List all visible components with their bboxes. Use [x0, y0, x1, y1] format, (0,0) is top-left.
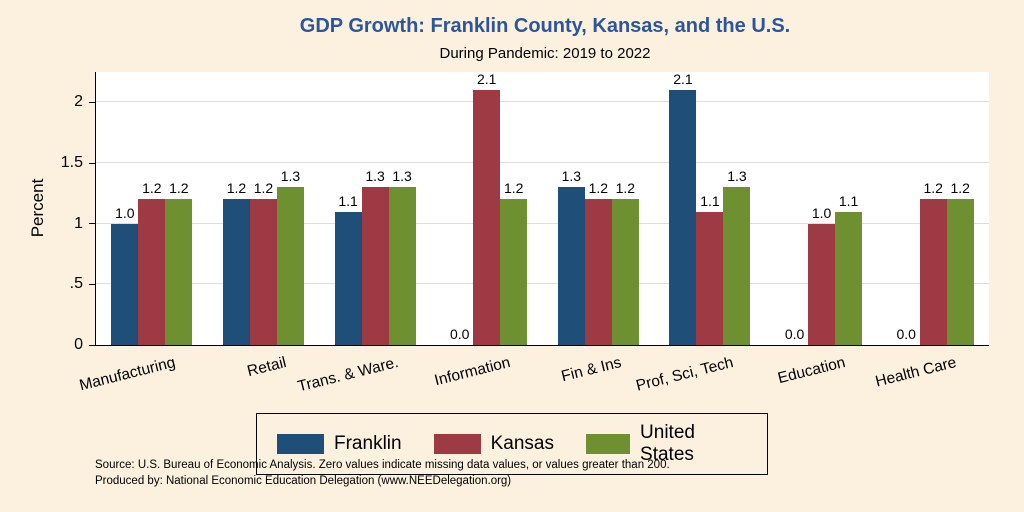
x-axis-label: Prof, Sci, Tech: [634, 354, 736, 395]
legend-label: United States: [640, 422, 695, 465]
bar-united-states: 1.2: [500, 180, 528, 345]
legend-swatch-franklin: [277, 434, 324, 454]
y-axis-tick-label: 0: [74, 336, 83, 353]
plot-area: 0 .5 1 1.5 2 1.0 1.2 1.2 1.2 1.2 1.3 1.1 1.3 1.3 0.0 2.…: [61, 71, 989, 353]
bar-value-label: 1.2: [503, 180, 524, 197]
bar-group-education: 0.0 1.0 1.1: [766, 193, 878, 345]
legend-swatch-united-states: [585, 434, 631, 454]
gridline: [96, 162, 989, 163]
bar-value-label: 1.1: [700, 192, 720, 209]
bar-franklin: 1.3: [557, 168, 585, 345]
x-axis-label: Health Care: [873, 354, 959, 391]
bar-group-fin-ins: 1.3 1.2 1.2: [543, 168, 655, 345]
bar-united-states: 1.3: [276, 168, 304, 345]
bar-group-prof-sci-tech: 2.1 1.1 1.3: [654, 71, 766, 345]
bar-value-label: 0.0: [449, 326, 470, 342]
bar-value-label: 1.3: [561, 168, 582, 185]
bar-kansas: 1.1: [696, 193, 724, 345]
chart-subtitle: During Pandemic: 2019 to 2022: [439, 45, 651, 62]
bar-group-manufacturing: 1.0 1.2 1.2: [96, 180, 208, 345]
bar-united-states: 1.2: [946, 180, 974, 345]
bar-value-label: 1.3: [392, 168, 412, 185]
legend-item-united-states: United States: [585, 422, 747, 466]
legend-item-franklin: Franklin: [277, 433, 402, 455]
gridline: [96, 101, 989, 103]
bar-value-label: 1.2: [950, 180, 970, 197]
x-axis-label: Education: [775, 354, 847, 388]
bar-value-label: 2.1: [673, 71, 693, 88]
bar-franklin: 1.1: [334, 193, 362, 345]
y-axis-tick: [89, 223, 96, 225]
gridline: [96, 283, 989, 285]
bar-kansas: 1.0: [808, 205, 836, 345]
bar-value-label: 1.3: [365, 168, 385, 185]
source-notes: Source: U.S. Bureau of Economic Analysis…: [95, 458, 670, 489]
legend: Franklin Kansas United States: [256, 413, 768, 475]
chart-title: GDP Growth: Franklin County, Kansas, and…: [299, 15, 791, 37]
gridline: [96, 222, 989, 224]
bar-value-label: 0.0: [896, 326, 916, 342]
legend-label: Franklin: [334, 433, 402, 454]
bar-united-states: 1.2: [611, 180, 639, 345]
bar-groups: 1.0 1.2 1.2 1.2 1.2 1.3 1.1 1.3 1.3 0.0 2.1 1.2 1.3 1…: [96, 71, 989, 345]
bar-value-label: 1.0: [811, 204, 832, 221]
bar-value-label: 1.2: [253, 180, 274, 197]
bar-kansas: 1.2: [138, 180, 166, 345]
y-axis-tick: [89, 101, 96, 103]
bar-united-states: 1.1: [835, 193, 863, 345]
bar-united-states: 1.2: [165, 180, 193, 345]
bar-kansas: 2.1: [473, 71, 501, 345]
bar-value-label: 1.0: [115, 204, 135, 221]
x-axis-label: Fin & Ins: [559, 354, 624, 386]
bar-value-label: 1.2: [142, 180, 162, 197]
x-axis-label: Trans. & Ware.: [296, 354, 401, 396]
bar-group-information: 0.0 2.1 1.2: [431, 71, 543, 345]
bar-kansas: 1.2: [919, 180, 947, 345]
bar-value-label: 1.3: [727, 168, 747, 185]
bar-value-label: 2.1: [476, 71, 497, 88]
bar-franklin: 2.1: [669, 71, 697, 345]
bar-united-states: 1.3: [723, 168, 751, 345]
bar-value-label: 1.2: [615, 180, 636, 197]
bar-kansas: 1.2: [249, 180, 277, 345]
bar-value-label: 1.2: [923, 180, 943, 197]
bar-value-label: 1.1: [338, 192, 358, 209]
source-line-1: Source: U.S. Bureau of Economic Analysis…: [95, 459, 670, 471]
y-axis-tick-label: 1.5: [60, 154, 83, 171]
bar-franklin: 1.0: [111, 205, 139, 345]
x-axis-label: Information: [432, 354, 512, 390]
y-axis-title: Percent: [28, 178, 47, 238]
bar-kansas: 1.2: [584, 180, 612, 345]
legend-item-kansas: Kansas: [433, 433, 554, 455]
bar-united-states: 1.3: [388, 168, 416, 345]
bar-kansas: 1.3: [361, 168, 389, 345]
y-axis-tick: [89, 162, 96, 164]
y-axis-tick: [89, 344, 96, 346]
y-axis-tick: [89, 283, 96, 285]
bar-group-trans-ware-: 1.1 1.3 1.3: [319, 168, 431, 345]
bar-value-label: 0.0: [784, 326, 805, 342]
bar-group-health-care: 0.0 1.2 1.2: [877, 180, 989, 345]
bar-value-label: 1.2: [226, 180, 247, 197]
legend-label: Kansas: [490, 433, 554, 454]
bar-group-retail: 1.2 1.2 1.3: [208, 168, 320, 345]
bar-value-label: 1.1: [838, 192, 859, 209]
bar-value-label: 1.2: [169, 180, 189, 197]
bar-value-label: 1.3: [280, 168, 301, 185]
x-axis-label: Manufacturing: [77, 354, 177, 395]
legend-swatch-kansas: [433, 434, 481, 454]
bar-value-label: 1.2: [588, 180, 609, 197]
y-axis-tick-label: 1: [74, 214, 83, 232]
y-axis-tick-label: .5: [69, 275, 83, 293]
x-axis-label: Retail: [245, 354, 289, 381]
source-line-2: Produced by: National Economic Education…: [95, 474, 512, 487]
y-axis-tick-label: 2: [74, 93, 83, 111]
bar-franklin: 1.2: [222, 180, 250, 345]
